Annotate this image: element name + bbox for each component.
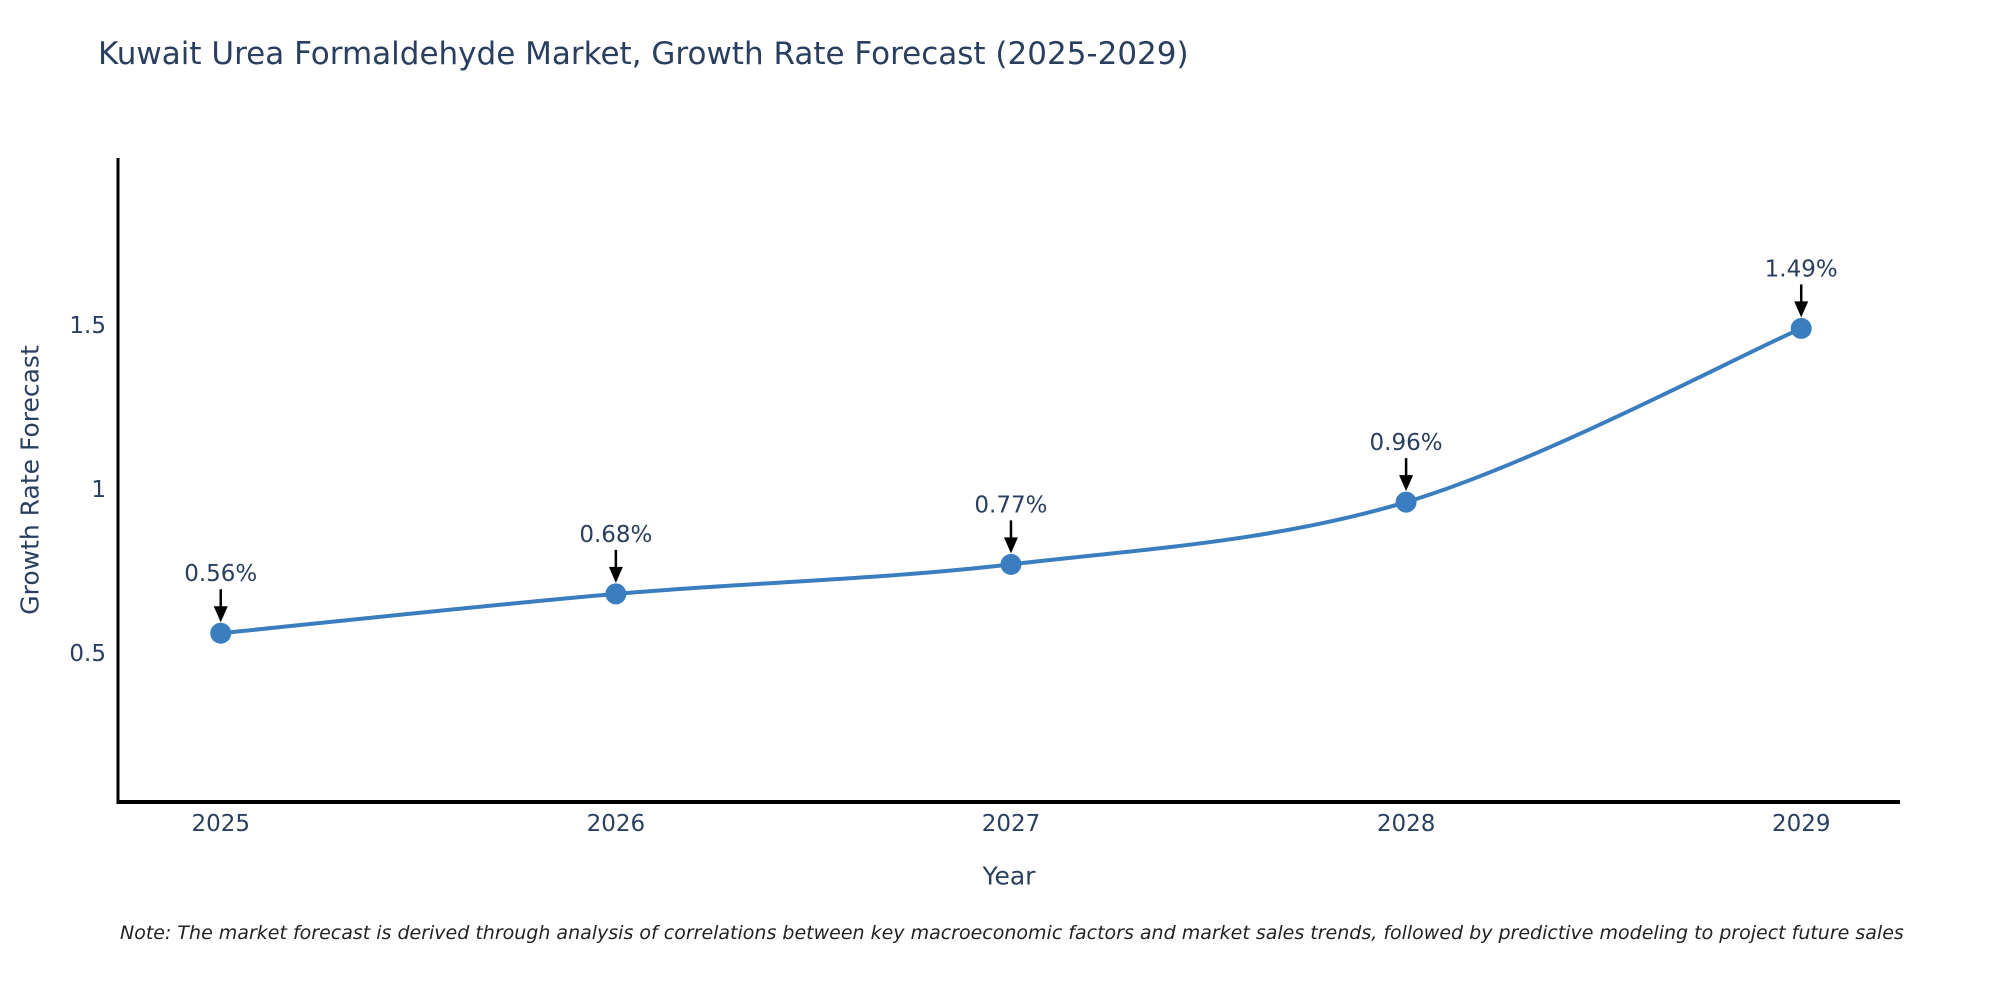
x-tick-label: 2029 [1772,811,1831,837]
annotation-arrowhead-icon [1003,537,1018,554]
y-tick-label: 1 [91,477,106,503]
annotation-arrowhead-icon [1794,301,1809,318]
data-point-marker [605,583,627,605]
point-annotation-label: 0.68% [579,522,652,548]
data-point-marker [210,622,232,644]
x-tick-label: 2025 [191,811,250,837]
annotation-arrowhead-icon [608,566,623,583]
data-point-marker [1395,491,1417,513]
x-tick-label: 2026 [587,811,646,837]
point-annotation-label: 0.56% [184,561,257,587]
point-annotation-label: 0.96% [1370,430,1443,456]
annotation-arrowhead-icon [213,606,228,623]
x-tick-label: 2028 [1377,811,1436,837]
x-tick-label: 2027 [982,811,1041,837]
forecast-line [218,326,1804,636]
chart-title: Kuwait Urea Formaldehyde Market, Growth … [98,36,1189,72]
x-axis-title: Year [982,861,1036,891]
y-tick-label: 0.5 [69,641,106,667]
y-tick-label: 1.5 [69,313,106,339]
data-point-marker [1790,317,1812,339]
point-annotation-label: 1.49% [1765,256,1838,282]
footnote: Note: The market forecast is derived thr… [120,922,1904,944]
point-annotation-label: 0.77% [974,492,1047,518]
annotation-arrowhead-icon [1399,475,1414,492]
data-point-marker [1000,553,1022,575]
